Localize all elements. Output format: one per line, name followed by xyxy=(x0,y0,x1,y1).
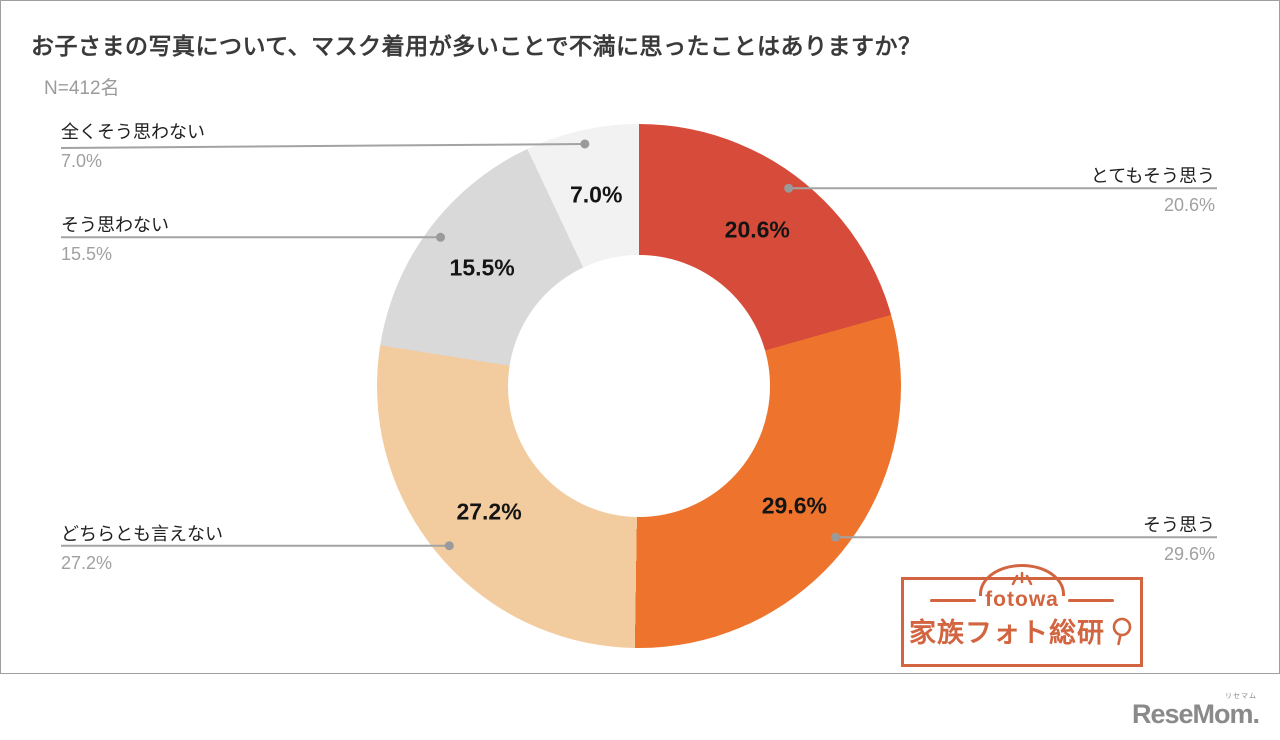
inside-percent-label: 7.0% xyxy=(569,181,623,208)
callout-percent: 20.6% xyxy=(1163,195,1215,216)
fotowa-name-row: 家族フォト総研 xyxy=(901,611,1143,650)
leader-line xyxy=(60,142,585,149)
callout-label: そう思わない xyxy=(61,215,169,236)
donut-chart xyxy=(377,124,901,648)
callout-percent: 7.0% xyxy=(61,150,103,171)
fotowa-wordmark-row: fotowa xyxy=(901,588,1143,612)
resemom-ruby: リセマム xyxy=(1225,693,1257,700)
chart-title: お子さまの写真について、マスク着用が多いことで不満に思ったことはありますか？ xyxy=(31,33,922,59)
inside-percent-label: 20.6% xyxy=(724,216,790,243)
donut-hole xyxy=(508,255,770,517)
callout-percent: 27.2% xyxy=(61,552,113,573)
inside-percent-label: 27.2% xyxy=(456,498,522,525)
callout-label: とてもそう思う xyxy=(1090,166,1215,187)
callout-percent: 15.5% xyxy=(61,244,113,265)
fotowa-logo: fotowa 家族フォト総研 xyxy=(901,564,1143,667)
callout-label: そう思う xyxy=(1143,515,1215,536)
inside-percent-label: 15.5% xyxy=(449,254,515,281)
callout-label: どちらとも言えない xyxy=(61,523,223,544)
resemom-wordmark: ReseMom. xyxy=(1132,699,1260,729)
dash-left xyxy=(930,598,977,602)
magnifier-icon xyxy=(1112,617,1132,645)
fotowa-institute-name: 家族フォト総研 xyxy=(909,618,1105,648)
dash-right xyxy=(1067,598,1114,602)
sparkle-icon xyxy=(1011,571,1033,586)
fotowa-wordmark: fotowa xyxy=(985,588,1059,611)
resemom-logo: リセマム ReseMom. xyxy=(1132,691,1267,728)
inside-percent-label: 29.6% xyxy=(761,492,827,518)
sample-size-label: N=412名 xyxy=(44,78,120,99)
chart-card: お子さまの写真について、マスク着用が多いことで不満に思ったことはありますか？ N… xyxy=(0,0,1280,674)
callout-label: 全くそう思わない xyxy=(61,121,205,142)
callout-percent: 29.6% xyxy=(1163,544,1215,565)
